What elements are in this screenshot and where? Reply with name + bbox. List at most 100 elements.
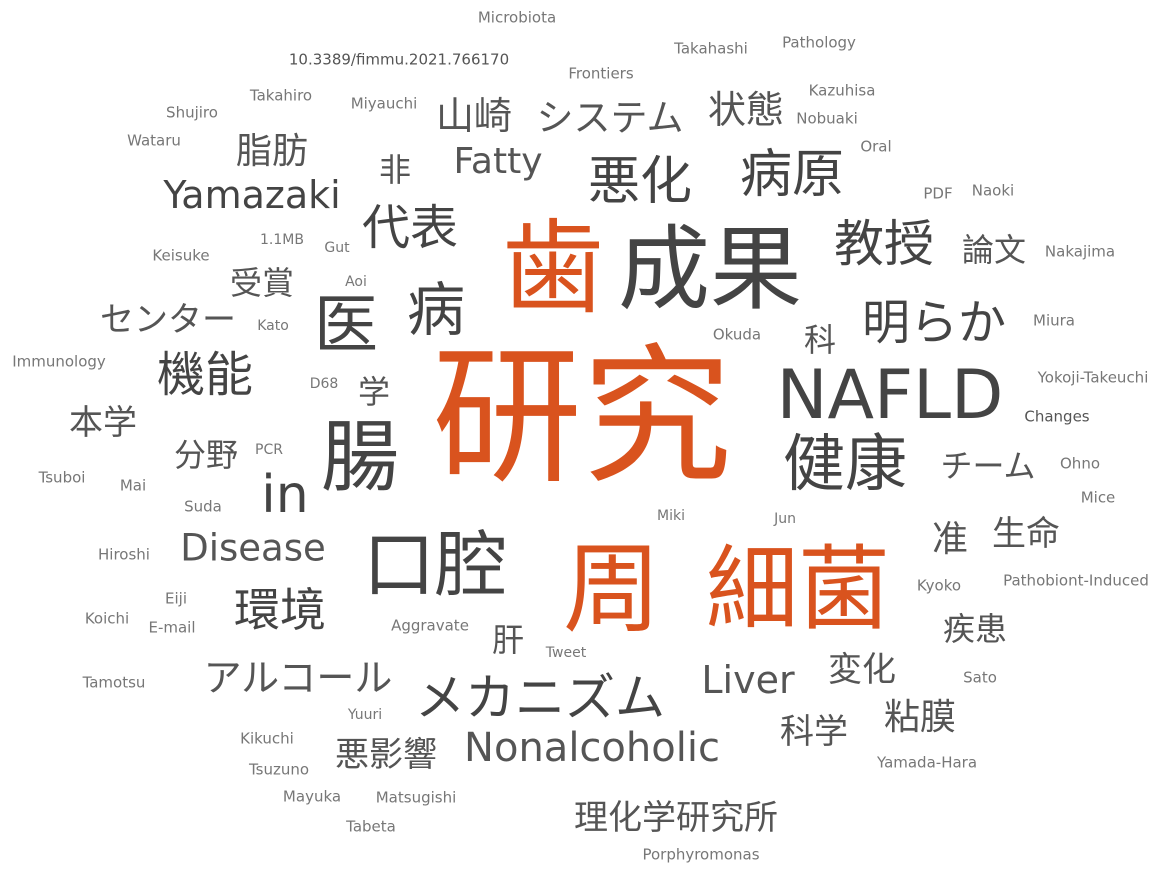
cloud-word: 状態	[707, 88, 785, 132]
cloud-word: Matsugishi	[375, 788, 457, 807]
cloud-word: Changes	[1024, 407, 1090, 426]
cloud-word: 10.3389/fimmu.2021.766170	[288, 50, 510, 69]
cloud-word: Miyauchi	[350, 94, 418, 113]
cloud-word: Tsuboi	[38, 468, 86, 487]
cloud-word: 生命	[992, 514, 1060, 554]
cloud-word: 理化学研究所	[574, 798, 778, 838]
cloud-word: Suda	[184, 497, 222, 516]
cloud-word: Mice	[1080, 488, 1116, 507]
cloud-word: Nakajima	[1044, 242, 1116, 261]
cloud-word: Frontiers	[568, 64, 634, 83]
cloud-word: 学	[357, 373, 391, 411]
cloud-word: 粘膜	[883, 697, 957, 738]
cloud-word: Kazuhisa	[808, 81, 876, 100]
cloud-word: 変化	[828, 650, 896, 690]
cloud-word: メカニズム	[415, 669, 665, 727]
cloud-word: Tsuzuno	[248, 760, 310, 779]
cloud-word: Porphyromonas	[642, 845, 760, 864]
cloud-word: Gut	[324, 240, 350, 256]
cloud-word: NAFLD	[776, 356, 1004, 435]
cloud-word: Shujiro	[166, 103, 218, 122]
cloud-word: 環境	[234, 583, 326, 637]
cloud-word: Yamada-Hara	[876, 753, 978, 772]
cloud-word: 病原	[739, 145, 845, 205]
cloud-word: 本学	[69, 403, 137, 443]
cloud-word: Tabeta	[346, 817, 396, 836]
cloud-word: Tamotsu	[82, 673, 146, 692]
cloud-word: 教授	[834, 215, 934, 273]
cloud-word: 論文	[961, 231, 1027, 269]
cloud-word: 1.1MB	[260, 232, 304, 248]
cloud-word: システム	[536, 96, 684, 140]
cloud-word: Yokoji-Takeuchi	[1037, 368, 1149, 387]
cloud-word: 歯	[502, 210, 604, 329]
cloud-word: Nonalcoholic	[464, 725, 720, 771]
cloud-word: 受賞	[229, 264, 295, 302]
cloud-word: Oral	[860, 137, 892, 156]
cloud-word: D68	[309, 376, 339, 392]
cloud-word: Kikuchi	[240, 729, 294, 748]
cloud-word: 脂肪	[235, 131, 309, 172]
cloud-word: Aggravate	[391, 616, 469, 635]
cloud-word: 周	[562, 533, 662, 647]
cloud-word: 科	[803, 321, 837, 359]
cloud-word: Miki	[657, 508, 685, 524]
cloud-word: Immunology	[12, 352, 106, 371]
cloud-word: 細菌	[705, 536, 891, 643]
cloud-word: 悪影響	[335, 735, 437, 775]
cloud-word: Kato	[257, 318, 289, 334]
cloud-word: 科学	[780, 712, 848, 752]
cloud-word: Mayuka	[282, 787, 342, 806]
cloud-word: Sato	[963, 668, 997, 687]
cloud-word: Hiroshi	[98, 545, 150, 564]
cloud-word: Microbiota	[477, 8, 557, 27]
cloud-word: Fatty	[453, 141, 543, 182]
cloud-word: アルコール	[203, 656, 393, 700]
cloud-word: 肝	[491, 621, 525, 659]
cloud-word: 医	[314, 289, 378, 363]
cloud-word: E-mail	[148, 618, 196, 637]
cloud-word: Keisuke	[152, 246, 210, 265]
cloud-word: PDF	[923, 184, 953, 203]
cloud-word: in	[261, 465, 309, 525]
cloud-word: Yamazaki	[163, 173, 341, 217]
cloud-word: Aoi	[345, 274, 367, 290]
cloud-word: 研究	[431, 331, 733, 505]
cloud-word: Mai	[119, 476, 147, 495]
cloud-word: Nobuaki	[796, 109, 858, 128]
cloud-word: 代表	[361, 200, 459, 256]
cloud-word: 明らか	[861, 295, 1007, 351]
cloud-word: Tweet	[545, 645, 587, 661]
cloud-word: 山崎	[435, 94, 513, 138]
cloud-word: 疾患	[942, 610, 1008, 648]
cloud-word: Pathobiont-Induced	[1003, 571, 1149, 590]
cloud-word: 機能	[156, 347, 254, 403]
cloud-word: 腸	[320, 413, 400, 503]
cloud-word: Eiji	[165, 589, 187, 608]
cloud-word: 分野	[173, 436, 239, 474]
cloud-word: チーム	[940, 447, 1036, 485]
cloud-word: Wataru	[127, 131, 181, 150]
cloud-word: Disease	[180, 526, 326, 570]
cloud-word: 悪化	[587, 152, 693, 212]
cloud-word: 非	[378, 151, 412, 189]
cloud-word: 健康	[782, 427, 908, 500]
cloud-word: Liver	[701, 658, 795, 702]
cloud-word: 口腔	[362, 523, 508, 607]
cloud-word: センター	[100, 300, 236, 340]
cloud-word: Okuda	[712, 325, 762, 344]
cloud-word: 准	[931, 519, 969, 560]
cloud-word: Jun	[774, 511, 796, 527]
cloud-word: Takahiro	[249, 86, 313, 105]
cloud-word: Takahashi	[674, 39, 748, 58]
cloud-word: Pathology	[782, 33, 856, 52]
cloud-word: 病	[406, 276, 466, 344]
cloud-word: 成果	[617, 216, 803, 323]
cloud-word: Yuuri	[347, 707, 383, 723]
cloud-word: Miura	[1033, 311, 1075, 330]
cloud-word: PCR	[255, 442, 283, 458]
cloud-word: Ohno	[1060, 454, 1100, 473]
cloud-word: Koichi	[84, 609, 130, 628]
cloud-word: Kyoko	[916, 576, 962, 595]
